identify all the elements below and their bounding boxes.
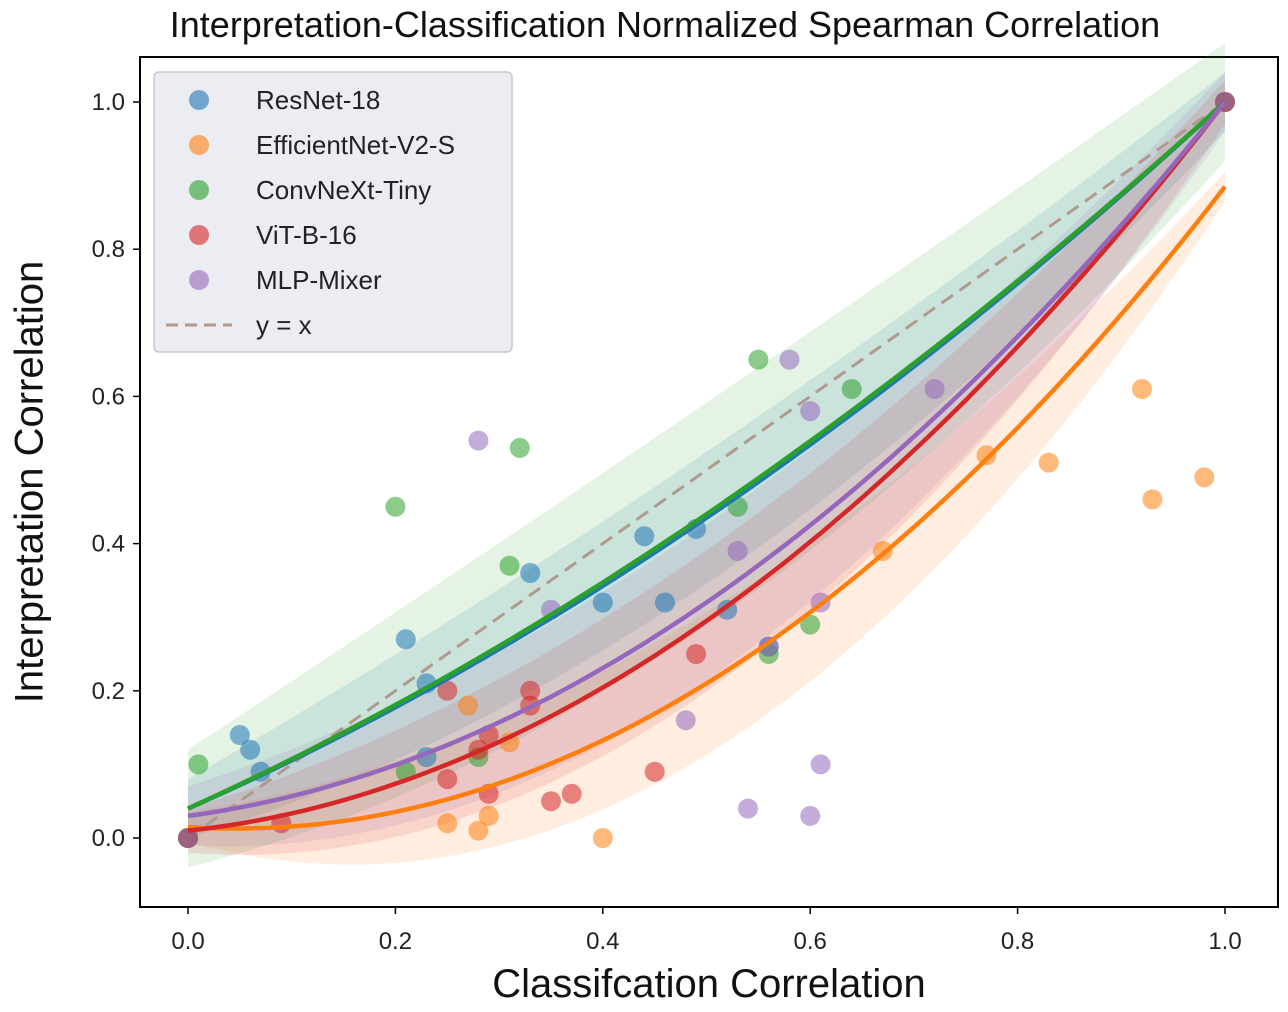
reference-line (187, 100, 1226, 840)
point-s0-8 (592, 592, 613, 613)
point-s4-7 (779, 349, 800, 370)
point-s2-11 (841, 379, 862, 399)
point-s1-4 (478, 805, 499, 826)
point-s1-2 (458, 695, 478, 716)
legend-box (153, 71, 513, 353)
point-s4-1 (468, 430, 489, 451)
legend-marker-1 (189, 135, 209, 155)
point-s4-10 (810, 754, 831, 775)
point-s0-4 (395, 629, 416, 650)
legend-marker-2 (189, 180, 209, 200)
point-s4-3 (675, 710, 696, 731)
confidence-band-0 (188, 72, 1225, 839)
point-s4-5 (738, 798, 758, 819)
point-s4-12 (924, 379, 945, 399)
confidence-band-4 (188, 72, 1225, 847)
point-s4-9 (800, 805, 821, 826)
point-s3-9 (541, 791, 561, 812)
legend-label-1: EfficientNet-V2-S (256, 130, 455, 160)
point-s3-3 (437, 680, 458, 701)
y-tick-label-0: 0.0 (92, 825, 125, 852)
legend-label-4: MLP-Mixer (256, 265, 382, 295)
point-s2-5 (499, 555, 520, 576)
point-s1-9 (1038, 452, 1059, 473)
x-tick-label-0: 0.0 (171, 928, 204, 955)
legend-marker-0 (189, 90, 209, 110)
x-tick-label-5: 1.0 (1208, 928, 1241, 955)
legend-label-3: ViT-B-16 (256, 220, 357, 250)
point-s1-12 (1194, 467, 1215, 488)
confidence-band-2 (188, 43, 1225, 868)
point-s1-8 (976, 445, 997, 466)
y-axis-ticks: 0.0 0.2 0.4 0.6 0.8 1.0 (92, 89, 140, 852)
point-s2-1 (188, 754, 209, 775)
fit-lines (187, 100, 1227, 833)
chart-title: Interpretation-Classification Normalized… (169, 4, 1161, 45)
point-s0-1 (229, 725, 250, 745)
x-tick-label-4: 0.8 (1001, 928, 1034, 955)
x-tick-label-3: 0.6 (794, 928, 827, 955)
legend-marker-3 (189, 225, 209, 245)
point-s3-7 (520, 680, 541, 701)
point-s1-1 (437, 813, 458, 834)
point-s1-6 (592, 828, 613, 848)
point-s2-10 (800, 614, 821, 635)
point-s3-2 (437, 769, 458, 790)
point-s3-12 (686, 644, 707, 664)
point-s0-7 (520, 563, 541, 583)
point-s1-10 (1132, 379, 1152, 399)
point-s4-4 (727, 541, 748, 561)
point-s2-8 (748, 349, 769, 370)
point-s2-6 (509, 437, 530, 458)
legend-label-5: y = x (256, 310, 312, 340)
y-tick-label-4: 0.8 (92, 236, 125, 263)
point-s3-10 (561, 783, 582, 804)
fit-line-4 (187, 100, 1227, 819)
point-s4-0 (178, 828, 198, 848)
y-tick-label-3: 0.6 (92, 383, 125, 410)
legend-label-0: ResNet-18 (256, 85, 380, 115)
point-s0-9 (634, 526, 655, 547)
point-s4-8 (800, 401, 821, 422)
x-tick-label-2: 0.4 (586, 928, 619, 955)
legend: ResNet-18 EfficientNet-V2-S ConvNeXt-Tiny V… (153, 71, 513, 353)
legend-label-2: ConvNeXt-Tiny (256, 175, 431, 205)
point-s1-3 (468, 820, 489, 841)
point-s2-2 (385, 496, 406, 517)
y-tick-label-1: 0.2 (92, 678, 125, 705)
legend-marker-4 (189, 270, 209, 290)
point-s1-11 (1142, 489, 1163, 510)
fit-line-3 (187, 100, 1227, 833)
x-axis-ticks: 0.0 0.2 0.4 0.6 0.8 1.0 (171, 907, 1242, 955)
confidence-band-3 (188, 79, 1225, 855)
point-s0-2 (240, 739, 261, 760)
y-tick-label-2: 0.4 (92, 531, 125, 558)
reference-line-group (187, 100, 1226, 840)
point-s0-10 (655, 592, 675, 613)
fit-line-2 (187, 100, 1227, 811)
point-s3-11 (644, 761, 665, 782)
fit-line-1 (187, 185, 1227, 831)
y-tick-label-5: 1.0 (92, 89, 125, 116)
x-axis-label: Classifcation Correlation (492, 962, 926, 1006)
x-tick-label-1: 0.2 (379, 928, 412, 955)
